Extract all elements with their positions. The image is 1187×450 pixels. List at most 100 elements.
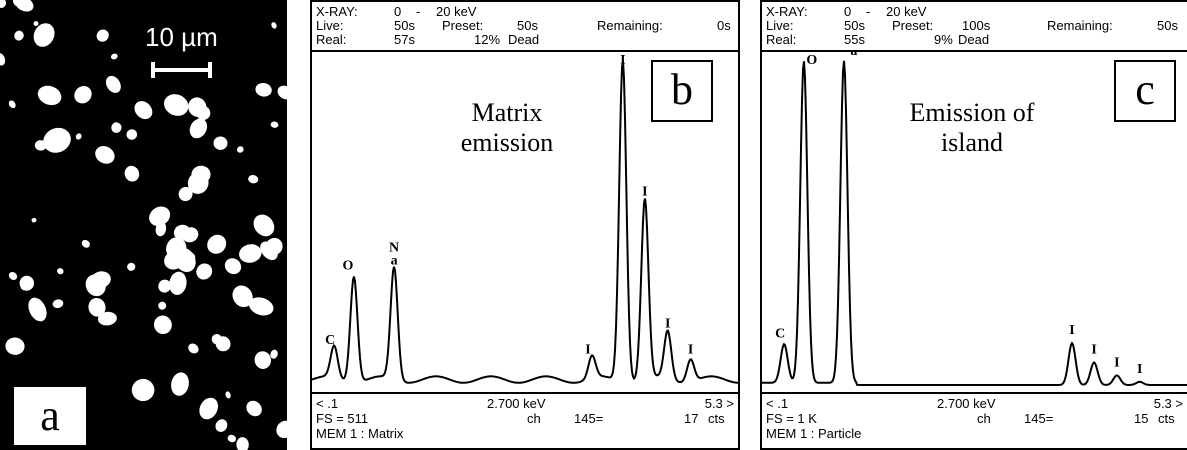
particle-island: [248, 175, 259, 184]
real-label: Real:: [316, 32, 347, 47]
emission-label-line1: Matrix: [471, 98, 543, 127]
spectrum-footer: < .1 2.700 keV 5.3 > FS = 1 K ch 145= 15…: [762, 392, 1187, 448]
peak-label: I: [688, 343, 693, 358]
particle-island: [265, 237, 283, 256]
range-start: 0: [394, 4, 402, 19]
scale-bar: [151, 62, 212, 78]
footer-counts: 17: [684, 411, 699, 426]
particle-island: [85, 274, 106, 297]
preset-value: 100s: [962, 18, 991, 33]
particle-island: [253, 214, 275, 237]
footer-ch-value: 145=: [1024, 411, 1054, 426]
panel-letter-b: b: [651, 60, 713, 122]
particle-island: [191, 165, 211, 184]
xray-label: X-RAY:: [766, 4, 808, 19]
dead-value: 12%: [474, 32, 501, 47]
spectrum-header: X-RAY: 0 - 20 keV Live: 50s Preset: 100s…: [762, 2, 1187, 52]
peak-label: I: [1069, 323, 1074, 338]
remaining-label: Remaining:: [597, 18, 663, 33]
particle-island: [153, 315, 172, 335]
particle-island: [43, 127, 71, 153]
particle-island: [14, 30, 24, 41]
range-end: 20 keV: [886, 4, 927, 19]
particle-island: [236, 146, 244, 153]
footer-cursor-energy: 2.700 keV: [937, 396, 996, 411]
emission-label: Emission of island: [892, 98, 1052, 158]
footer-range-left: < .1: [766, 396, 789, 411]
particle-island: [37, 85, 62, 106]
footer-range-right: 5.3 >: [1153, 396, 1183, 411]
particle-island: [158, 301, 167, 310]
peak-label: C: [325, 333, 335, 348]
particle-island: [28, 297, 47, 322]
particle-island: [270, 349, 278, 359]
particle-island: [254, 351, 272, 369]
particle-island: [34, 140, 47, 151]
particle-island: [131, 378, 155, 402]
footer-full-scale: FS = 1 K: [766, 411, 817, 426]
particle-island: [74, 85, 92, 104]
live-label: Live:: [316, 18, 344, 33]
particle-island: [8, 271, 18, 281]
particle-island: [189, 118, 208, 139]
particle-island: [225, 391, 231, 399]
particle-island: [239, 244, 262, 263]
particle-island: [182, 227, 199, 243]
particle-island: [52, 299, 64, 309]
particle-island: [164, 94, 189, 116]
particle-island: [81, 239, 90, 248]
particle-island: [124, 165, 140, 182]
particle-island: [232, 285, 253, 308]
scale-bar-label: 10 µm: [145, 22, 218, 52]
peak-label: O: [342, 259, 353, 274]
particle-island: [105, 75, 121, 93]
live-value: 50s: [394, 18, 415, 33]
xray-label: X-RAY:: [316, 4, 358, 19]
particle-island: [215, 419, 228, 432]
particle-island: [126, 129, 138, 140]
remaining-label: Remaining:: [1047, 18, 1113, 33]
real-value: 55s: [844, 32, 865, 47]
footer-memory: MEM 1 : Particle: [766, 426, 862, 441]
range-dash: -: [866, 4, 871, 19]
particle-island: [97, 311, 117, 326]
particle-island: [246, 400, 262, 417]
preset-value: 50s: [517, 18, 538, 33]
live-label: Live:: [766, 18, 794, 33]
emission-label-line2: emission: [460, 128, 554, 157]
live-value: 50s: [844, 18, 865, 33]
particle-island: [134, 101, 153, 120]
particle-island: [96, 29, 109, 42]
footer-counts: 15: [1134, 411, 1149, 426]
footer-ch-label: ch: [527, 411, 541, 426]
particle-island: [75, 133, 82, 140]
peak-label: N: [389, 240, 399, 255]
spectrum-line: [762, 60, 1187, 386]
real-value: 57s: [394, 32, 415, 47]
range-dash: -: [416, 4, 421, 19]
footer-cursor-energy: 2.700 keV: [487, 396, 546, 411]
emission-label-line1: Emission of: [909, 98, 1035, 127]
dead-value: 9%: [934, 32, 953, 47]
particle-island: [31, 217, 37, 223]
particle-island: [169, 271, 187, 295]
range-start: 0: [844, 4, 852, 19]
particle-island: [184, 252, 196, 263]
particle-island: [236, 437, 249, 450]
peak-label-sub: a: [391, 253, 398, 268]
particle-island: [127, 262, 136, 271]
spectrum-panel-particle: X-RAY: 0 - 20 keV Live: 50s Preset: 100s…: [760, 0, 1187, 450]
particle-island: [15, 0, 34, 12]
particle-island: [271, 22, 277, 29]
particle-island: [211, 334, 222, 345]
remaining-value: 50s: [1157, 18, 1178, 33]
particle-island: [88, 297, 106, 317]
particle-island: [171, 372, 189, 396]
particle-island: [111, 122, 122, 133]
particle-island: [20, 280, 32, 291]
footer-ch-label: ch: [977, 411, 991, 426]
panel-letter-c: c: [1114, 60, 1176, 122]
peak-label: C: [775, 326, 785, 341]
